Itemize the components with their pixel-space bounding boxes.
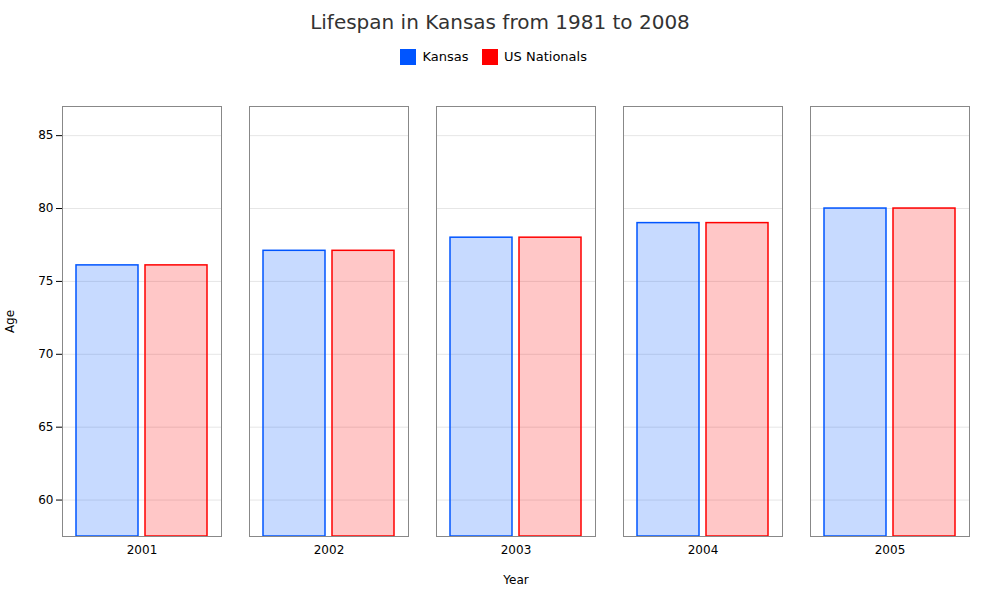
html-text:US Nationals: US Nationals <box>504 49 587 64</box>
svg-text:65: 65 <box>38 420 53 434</box>
svg-text:2005: 2005 <box>875 543 906 557</box>
html-text:Lifespan in Kansas from 1981 t: Lifespan in Kansas from 1981 to 2008 <box>310 10 690 34</box>
svg-text:75: 75 <box>38 274 53 288</box>
svg-text:70: 70 <box>38 347 53 361</box>
svg-text:60: 60 <box>38 492 53 506</box>
svg-text:2001: 2001 <box>127 543 158 557</box>
svg-text:2004: 2004 <box>688 543 719 557</box>
html-text:Kansas: Kansas <box>422 49 469 64</box>
svg-text:Age: Age <box>3 309 17 332</box>
svg-text:2002: 2002 <box>314 543 345 557</box>
svg-text:2003: 2003 <box>501 543 532 557</box>
svg-text:85: 85 <box>38 128 53 142</box>
svg-text:80: 80 <box>38 201 53 215</box>
svg-text:Year: Year <box>502 572 528 586</box>
